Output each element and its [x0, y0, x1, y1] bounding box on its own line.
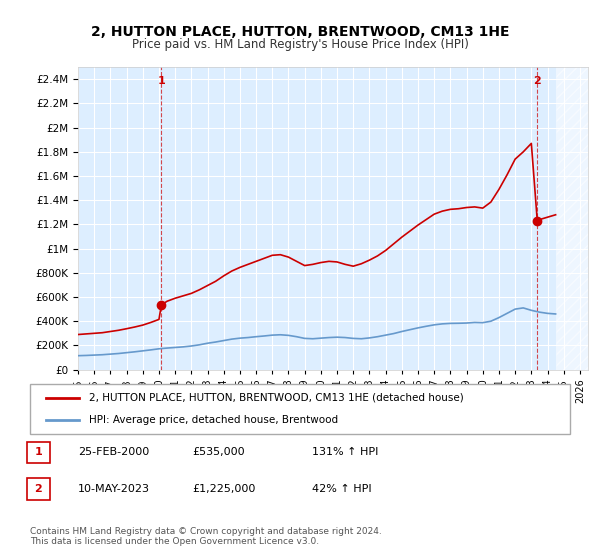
Text: 2, HUTTON PLACE, HUTTON, BRENTWOOD, CM13 1HE (detached house): 2, HUTTON PLACE, HUTTON, BRENTWOOD, CM13…	[89, 393, 464, 403]
Text: 2: 2	[533, 76, 541, 86]
Text: 131% ↑ HPI: 131% ↑ HPI	[312, 447, 379, 458]
Text: £535,000: £535,000	[192, 447, 245, 458]
Text: 42% ↑ HPI: 42% ↑ HPI	[312, 484, 371, 494]
Text: 2: 2	[35, 484, 42, 494]
Text: Price paid vs. HM Land Registry's House Price Index (HPI): Price paid vs. HM Land Registry's House …	[131, 38, 469, 51]
Text: 10-MAY-2023: 10-MAY-2023	[78, 484, 150, 494]
Bar	[556, 67, 588, 370]
FancyBboxPatch shape	[30, 384, 570, 434]
Text: 1: 1	[158, 76, 165, 86]
Text: £1,225,000: £1,225,000	[192, 484, 256, 494]
Text: 2, HUTTON PLACE, HUTTON, BRENTWOOD, CM13 1HE: 2, HUTTON PLACE, HUTTON, BRENTWOOD, CM13…	[91, 25, 509, 39]
Text: 1: 1	[35, 447, 42, 458]
Text: 25-FEB-2000: 25-FEB-2000	[78, 447, 149, 458]
Text: Contains HM Land Registry data © Crown copyright and database right 2024.
This d: Contains HM Land Registry data © Crown c…	[30, 526, 382, 546]
Text: HPI: Average price, detached house, Brentwood: HPI: Average price, detached house, Bren…	[89, 415, 338, 425]
